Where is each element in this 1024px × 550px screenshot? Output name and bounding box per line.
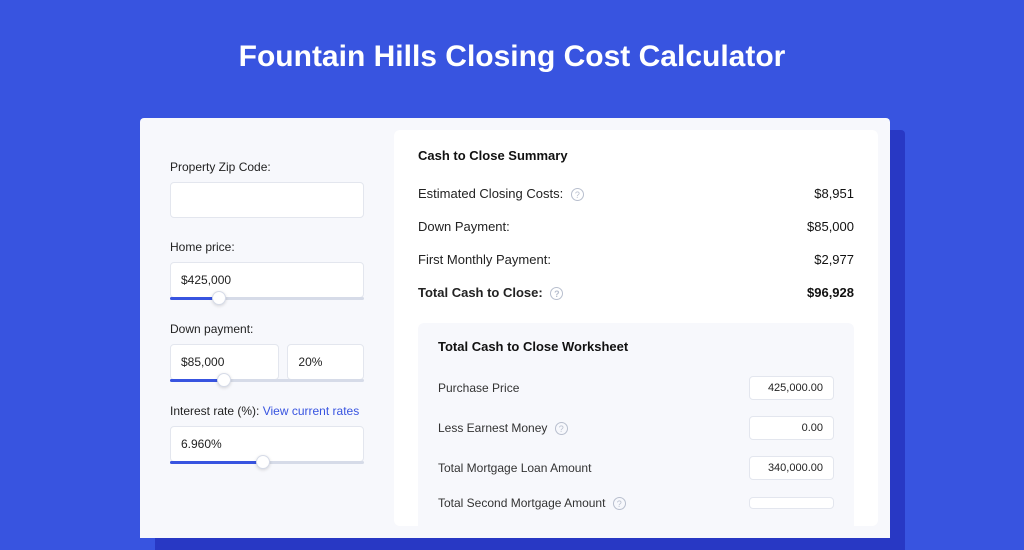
down-payment-field-group: Down payment: — [170, 322, 364, 382]
help-icon[interactable]: ? — [571, 188, 584, 201]
summary-column: Cash to Close Summary Estimated Closing … — [394, 130, 878, 526]
worksheet-row-value[interactable] — [749, 497, 834, 509]
summary-row-label: Estimated Closing Costs: ? — [418, 186, 584, 201]
worksheet-row-label: Total Second Mortgage Amount ? — [438, 496, 626, 510]
down-payment-slider[interactable] — [170, 379, 364, 382]
worksheet-title: Total Cash to Close Worksheet — [438, 339, 834, 354]
home-price-slider[interactable] — [170, 297, 364, 300]
worksheet-row: Total Mortgage Loan Amount 340,000.00 — [438, 448, 834, 488]
home-price-label: Home price: — [170, 240, 364, 254]
home-price-input[interactable] — [170, 262, 364, 298]
summary-row-value: $2,977 — [814, 252, 854, 267]
worksheet-row-value[interactable]: 0.00 — [749, 416, 834, 440]
zip-field-group: Property Zip Code: — [170, 160, 364, 218]
worksheet-panel: Total Cash to Close Worksheet Purchase P… — [418, 323, 854, 534]
worksheet-row: Purchase Price 425,000.00 — [438, 368, 834, 408]
down-payment-slider-thumb[interactable] — [217, 373, 231, 387]
worksheet-row: Total Second Mortgage Amount ? — [438, 488, 834, 518]
page-title: Fountain Hills Closing Cost Calculator — [0, 0, 1024, 104]
summary-total-label: Total Cash to Close: ? — [418, 285, 563, 300]
interest-rate-label: Interest rate (%): View current rates — [170, 404, 364, 418]
worksheet-row-value[interactable]: 340,000.00 — [749, 456, 834, 480]
summary-row: Estimated Closing Costs: ? $8,951 — [418, 177, 854, 210]
summary-row-value: $8,951 — [814, 186, 854, 201]
summary-title: Cash to Close Summary — [418, 148, 854, 163]
summary-total-value: $96,928 — [807, 285, 854, 300]
zip-input[interactable] — [170, 182, 364, 218]
worksheet-row-value[interactable]: 425,000.00 — [749, 376, 834, 400]
help-icon[interactable]: ? — [550, 287, 563, 300]
summary-total-row: Total Cash to Close: ? $96,928 — [418, 276, 854, 309]
zip-label: Property Zip Code: — [170, 160, 364, 174]
help-icon[interactable]: ? — [613, 497, 626, 510]
worksheet-row-label: Less Earnest Money ? — [438, 421, 568, 435]
calculator-card: Property Zip Code: Home price: Down paym… — [140, 118, 890, 538]
summary-row-value: $85,000 — [807, 219, 854, 234]
interest-rate-slider-thumb[interactable] — [256, 455, 270, 469]
interest-rate-slider[interactable] — [170, 461, 364, 464]
down-payment-label: Down payment: — [170, 322, 364, 336]
home-price-slider-thumb[interactable] — [212, 291, 226, 305]
summary-row: First Monthly Payment: $2,977 — [418, 243, 854, 276]
inputs-column: Property Zip Code: Home price: Down paym… — [152, 130, 382, 526]
interest-rate-slider-fill — [170, 461, 263, 464]
worksheet-row: Less Earnest Money ? 0.00 — [438, 408, 834, 448]
worksheet-row-label: Purchase Price — [438, 381, 519, 395]
worksheet-row-label: Total Mortgage Loan Amount — [438, 461, 591, 475]
down-payment-pct-input[interactable] — [287, 344, 364, 380]
view-rates-link[interactable]: View current rates — [263, 404, 360, 418]
down-payment-slider-fill — [170, 379, 224, 382]
summary-row-label: Down Payment: — [418, 219, 510, 234]
interest-rate-label-text: Interest rate (%): — [170, 404, 259, 418]
interest-rate-field-group: Interest rate (%): View current rates — [170, 404, 364, 464]
summary-row-label: First Monthly Payment: — [418, 252, 551, 267]
home-price-field-group: Home price: — [170, 240, 364, 300]
help-icon[interactable]: ? — [555, 422, 568, 435]
summary-row: Down Payment: $85,000 — [418, 210, 854, 243]
